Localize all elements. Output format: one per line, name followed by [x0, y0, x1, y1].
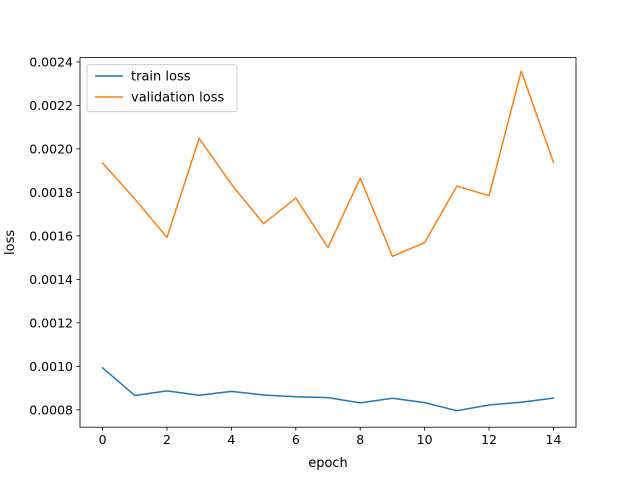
series-line-train-loss	[101, 366, 555, 412]
y-tick-label: 0.0024	[29, 54, 73, 69]
data-point-validation-loss	[488, 194, 490, 196]
data-point-train-loss	[295, 396, 297, 398]
legend-label-train-loss: train loss	[131, 70, 191, 85]
x-axis-ticks: 0 2 4 6 8 10 12 14	[99, 427, 562, 447]
y-tick-label: 0.0008	[29, 402, 73, 417]
data-point-train-loss	[359, 402, 361, 404]
y-axis-ticks: 0.0008 0.0010 0.0012 0.0014 0.0016 0.0018 0.00…	[29, 54, 80, 417]
data-point-validation-loss	[359, 177, 361, 179]
x-axis-label: epoch	[308, 456, 348, 471]
data-point-validation-loss	[262, 223, 264, 225]
y-axis-label: loss	[3, 230, 18, 255]
data-point-validation-loss	[134, 198, 136, 200]
data-point-validation-loss	[230, 183, 232, 185]
y-tick-label: 0.0016	[29, 228, 73, 243]
plot-area	[80, 57, 576, 428]
y-tick-label: 0.0022	[29, 98, 73, 113]
x-tick-label: 10	[417, 432, 433, 447]
data-point-validation-loss	[423, 241, 425, 243]
data-point-train-loss	[552, 397, 554, 399]
legend-frame	[86, 64, 238, 113]
y-tick-label: 0.0018	[29, 185, 73, 200]
y-tick-label: 0.0014	[29, 272, 73, 287]
series-layer	[101, 70, 555, 412]
data-point-validation-loss	[391, 255, 393, 257]
data-point-validation-loss	[166, 236, 168, 238]
data-point-validation-loss	[295, 197, 297, 199]
series-line-validation-loss	[101, 70, 555, 258]
data-point-train-loss	[456, 409, 458, 411]
data-point-validation-loss	[456, 185, 458, 187]
data-point-train-loss	[101, 367, 103, 369]
data-point-train-loss	[488, 404, 490, 406]
legend: train loss validation loss	[86, 64, 238, 113]
data-point-train-loss	[134, 394, 136, 396]
x-tick-label: 2	[163, 432, 171, 447]
x-tick-label: 12	[481, 432, 497, 447]
x-tick-label: 6	[292, 432, 300, 447]
data-point-validation-loss	[327, 246, 329, 248]
legend-label-validation-loss: validation loss	[131, 91, 224, 106]
x-tick-label: 4	[227, 432, 235, 447]
data-point-validation-loss	[101, 162, 103, 164]
x-tick-label: 14	[546, 432, 562, 447]
data-point-train-loss	[520, 401, 522, 403]
data-point-validation-loss	[520, 70, 522, 72]
x-tick-label: 8	[356, 432, 364, 447]
plot-frame	[79, 57, 577, 428]
data-point-train-loss	[391, 397, 393, 399]
data-point-validation-loss	[552, 161, 554, 163]
data-point-train-loss	[327, 396, 329, 398]
data-point-train-loss	[423, 401, 425, 403]
data-point-train-loss	[166, 390, 168, 392]
data-point-validation-loss	[198, 137, 200, 139]
x-tick-label: 0	[99, 432, 107, 447]
y-tick-label: 0.0010	[29, 359, 73, 374]
y-tick-label: 0.0020	[29, 141, 73, 156]
data-point-train-loss	[198, 394, 200, 396]
data-point-train-loss	[262, 394, 264, 396]
data-point-train-loss	[230, 390, 232, 392]
y-tick-label: 0.0012	[29, 315, 73, 330]
